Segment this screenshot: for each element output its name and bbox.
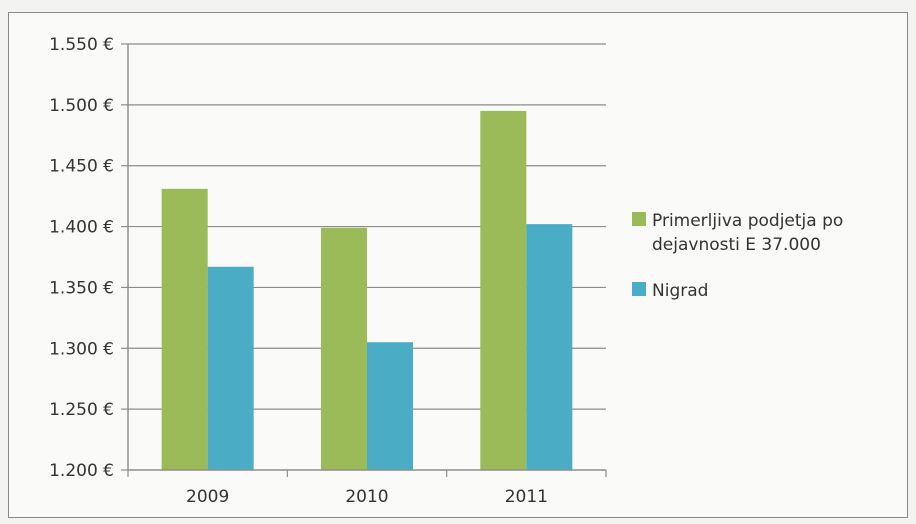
x-axis: 2009 2010 2011 (127, 469, 607, 507)
legend-label: Nigrad (652, 281, 708, 301)
y-tick-label: 1.200 € (49, 461, 114, 481)
y-tick-label: 1.300 € (49, 339, 114, 359)
legend: Primerljiva podjetja po dejavnosti E 37.0… (632, 211, 843, 301)
x-tick-label: 2011 (505, 487, 548, 507)
chart-frame (8, 12, 908, 518)
bar (161, 188, 208, 470)
legend-swatch (632, 282, 646, 296)
x-tick-label: 2010 (345, 487, 388, 507)
y-axis: 1.200 € 1.250 € 1.300 € 1.350 € 1.400 € 1.450… (49, 35, 129, 481)
y-tick-label: 1.400 € (49, 218, 114, 238)
bar (321, 227, 367, 470)
legend-label: dejavnosti E 37.000 (652, 235, 821, 255)
y-tick-label: 1.350 € (49, 278, 114, 298)
bar (207, 266, 254, 470)
y-tick-label: 1.500 € (49, 96, 114, 116)
bar (526, 224, 573, 470)
y-tick-label: 1.450 € (49, 157, 114, 177)
y-tick-label: 1.550 € (49, 35, 114, 55)
y-tick-label: 1.250 € (49, 400, 114, 420)
legend-label: Primerljiva podjetja po (652, 211, 843, 231)
bar (480, 110, 527, 470)
bars (161, 110, 573, 470)
x-tick-label: 2009 (186, 487, 229, 507)
legend-swatch (632, 212, 646, 226)
bar (367, 342, 413, 470)
